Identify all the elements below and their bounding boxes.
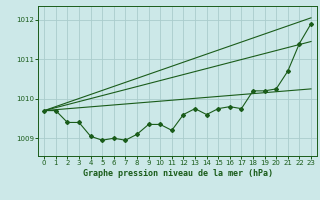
X-axis label: Graphe pression niveau de la mer (hPa): Graphe pression niveau de la mer (hPa) [83, 169, 273, 178]
